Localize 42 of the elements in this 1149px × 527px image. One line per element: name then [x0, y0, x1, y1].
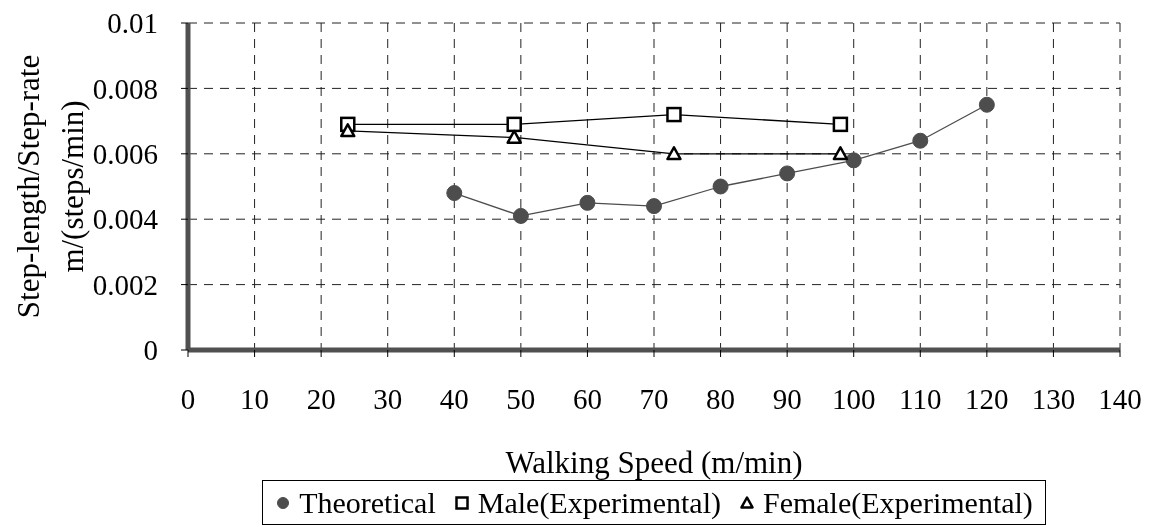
- point: [506, 116, 522, 133]
- y-tick-label: 0.01: [107, 7, 158, 40]
- x-tick-label: 50: [506, 382, 536, 415]
- y-tick-label: 0: [143, 334, 158, 367]
- y-tick-label: 0.006: [92, 138, 158, 171]
- x-tick-label: 0: [180, 382, 196, 415]
- point: [579, 194, 596, 211]
- y-axis-title: Step-length/Step-rate m/(steps/min): [10, 54, 90, 319]
- point: [666, 106, 682, 123]
- y-tick-label: 0.002: [92, 268, 158, 301]
- x-tick-label: 20: [306, 382, 336, 415]
- x-axis-title: Walking Speed (m/min): [505, 444, 803, 480]
- point: [832, 116, 849, 133]
- x-tick-label: 90: [772, 382, 802, 415]
- point: [712, 178, 729, 195]
- legend-label: Female(Experimental): [762, 485, 1033, 520]
- point: [512, 207, 529, 224]
- x-tick-label: 110: [899, 382, 942, 415]
- legend-label: Theoretical: [299, 485, 436, 520]
- x-tick-label: 70: [639, 382, 669, 415]
- point: [912, 132, 929, 149]
- point: [845, 152, 862, 169]
- x-tick-label: 130: [1031, 382, 1076, 415]
- point: [978, 96, 995, 113]
- x-tick-label: 120: [965, 382, 1009, 415]
- x-tick-label: 60: [572, 382, 602, 415]
- y-tick-label: 0.008: [92, 72, 158, 105]
- x-tick-label: 140: [1098, 382, 1142, 415]
- point: [779, 165, 796, 182]
- y-tick-label: 0.004: [92, 203, 159, 236]
- x-tick-label: 100: [831, 382, 876, 415]
- point: [446, 185, 463, 202]
- point: [666, 146, 682, 161]
- point: [646, 198, 662, 215]
- x-tick-label: 30: [373, 382, 403, 415]
- x-tick-label: 80: [706, 382, 736, 415]
- x-tick-label: 40: [439, 382, 469, 415]
- point: [506, 129, 522, 144]
- point: [832, 146, 849, 161]
- point: [340, 123, 356, 138]
- legend-label: Male(Experimental): [477, 485, 721, 520]
- x-tick-label: 10: [240, 382, 270, 415]
